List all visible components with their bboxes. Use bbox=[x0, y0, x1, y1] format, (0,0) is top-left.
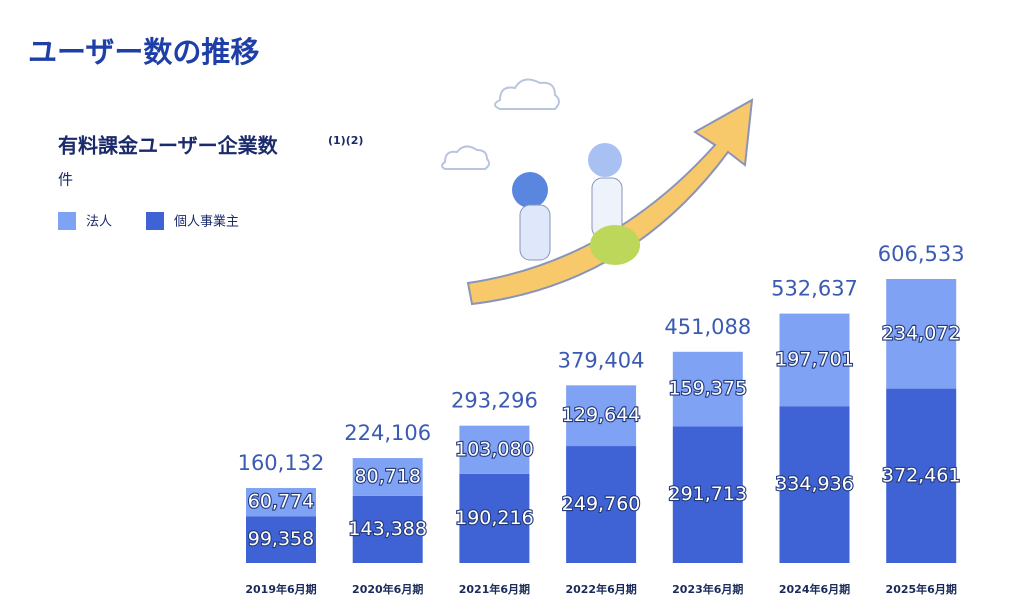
value-label: 159,375 bbox=[669, 378, 748, 400]
value-label: 190,216 bbox=[455, 507, 534, 529]
bar-segment bbox=[352, 495, 423, 563]
value-label: 291,713 bbox=[669, 483, 748, 505]
bar-segment bbox=[246, 516, 316, 563]
legend: 法人 個人事業主 bbox=[58, 212, 239, 230]
bar-segment bbox=[886, 279, 957, 389]
cloud bbox=[441, 145, 491, 170]
value-label: 80,718 bbox=[354, 465, 420, 487]
x-tick-label: 2021年6月期 bbox=[459, 582, 530, 596]
x-tick-label: 2019年6月期 bbox=[245, 582, 316, 596]
value-label: 60,774 bbox=[248, 491, 314, 513]
legend-swatch bbox=[146, 212, 164, 230]
bar-segment bbox=[459, 425, 530, 474]
x-tick-label: 2025年6月期 bbox=[886, 582, 957, 596]
x-tick-label: 2022年6月期 bbox=[565, 582, 636, 596]
value-label: 197,701 bbox=[775, 348, 854, 370]
person-body bbox=[519, 204, 551, 261]
bar-segment bbox=[672, 351, 743, 427]
bar-segment bbox=[886, 388, 957, 563]
person-skirt bbox=[590, 225, 640, 265]
x-tick-label: 2024年6月期 bbox=[779, 582, 850, 596]
title-note: (1)(2) bbox=[328, 134, 363, 147]
chart-title: 有料課金ユーザー企業数 bbox=[58, 134, 279, 158]
person-head bbox=[588, 143, 622, 177]
illustration bbox=[441, 78, 754, 306]
bar-segment bbox=[459, 473, 530, 563]
bar-segment bbox=[246, 488, 316, 517]
value-label: 372,461 bbox=[882, 464, 961, 486]
legend-label: 個人事業主 bbox=[174, 214, 239, 230]
total-label: 532,637 bbox=[771, 277, 858, 301]
page-title: ユーザー数の推移 bbox=[28, 35, 259, 69]
legend-swatch bbox=[58, 212, 76, 230]
value-label: 103,080 bbox=[455, 438, 534, 460]
total-label: 293,296 bbox=[451, 389, 538, 413]
total-label: 379,404 bbox=[558, 348, 645, 372]
value-label: 99,358 bbox=[248, 528, 314, 550]
bar-segment bbox=[566, 446, 637, 563]
unit-label: 件 bbox=[58, 171, 73, 189]
legend-label: 法人 bbox=[86, 215, 112, 230]
x-tick-label: 2020年6月期 bbox=[352, 582, 423, 596]
total-label: 224,106 bbox=[344, 421, 431, 445]
cloud bbox=[494, 78, 560, 110]
bar-segment bbox=[779, 313, 850, 407]
person-head bbox=[512, 172, 548, 208]
x-tick-label: 2023年6月期 bbox=[672, 582, 743, 596]
total-label: 160,132 bbox=[238, 451, 325, 475]
bar-segment bbox=[779, 406, 850, 563]
value-label: 234,072 bbox=[882, 322, 961, 344]
total-label: 606,533 bbox=[878, 242, 965, 266]
bar-segment bbox=[566, 385, 637, 447]
bar-segment bbox=[672, 426, 743, 563]
value-label: 143,388 bbox=[348, 518, 427, 540]
plot: 99,358 60,774 160,132 2019年6月期 143,388 80,718… bbox=[238, 242, 965, 596]
value-label: 129,644 bbox=[562, 404, 641, 426]
arrow bbox=[466, 98, 754, 306]
total-label: 451,088 bbox=[664, 315, 751, 339]
value-label: 334,936 bbox=[775, 473, 854, 495]
value-label: 249,760 bbox=[562, 493, 641, 515]
bar-segment bbox=[352, 458, 423, 496]
